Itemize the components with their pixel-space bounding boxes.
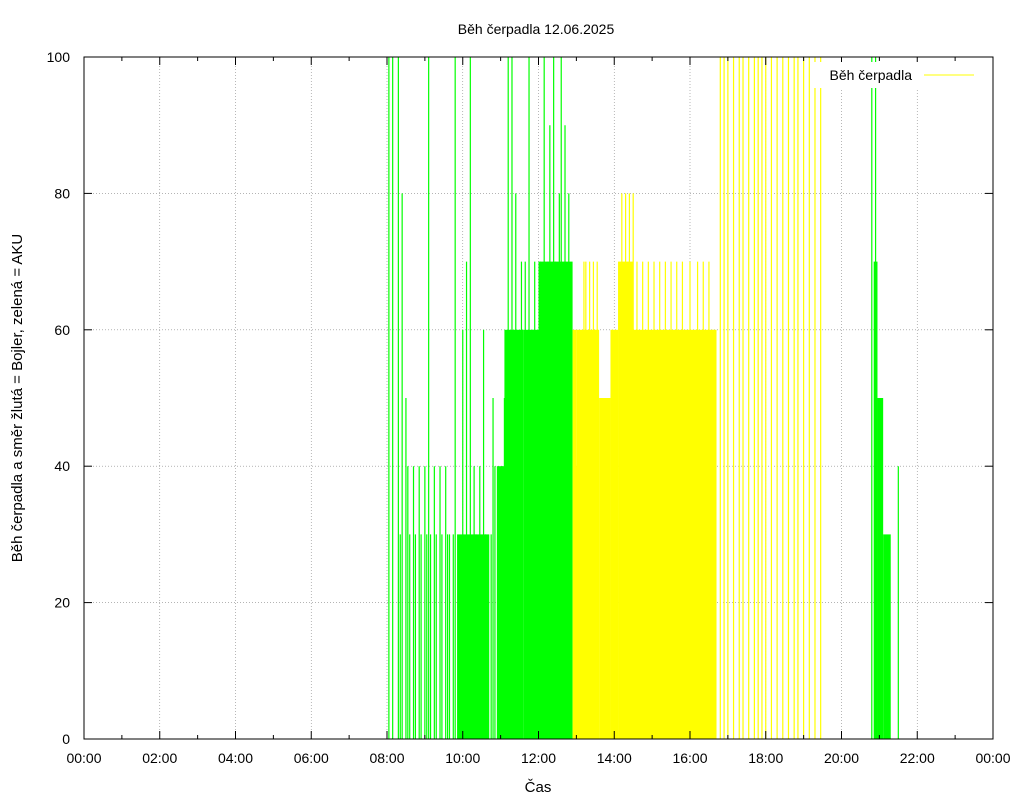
y-tick-label: 0: [62, 731, 70, 747]
x-tick-label: 00:00: [975, 750, 1010, 766]
y-tick-label: 40: [54, 458, 70, 474]
bar-block: [883, 534, 891, 739]
x-tick-labels: 00:00 02:00 04:00 06:00 08:00 10:00 12:00 14:00…: [66, 750, 1010, 766]
chart-title: Běh čerpadla 12.06.2025: [458, 21, 615, 37]
y-tick-label: 80: [54, 185, 70, 201]
bar-block: [572, 329, 577, 739]
y-tick-label: 20: [54, 595, 70, 611]
bar-block: [504, 329, 524, 739]
series-bojler: [572, 57, 822, 739]
x-tick-label: 08:00: [369, 750, 404, 766]
y-axis-label: Běh čerpadla a směr žlutá = Bojler, zele…: [9, 234, 26, 563]
x-tick-label: 10:00: [445, 750, 480, 766]
x-tick-label: 14:00: [597, 750, 632, 766]
bar-block: [568, 261, 573, 739]
x-tick-label: 02:00: [142, 750, 177, 766]
x-tick-label: 18:00: [748, 750, 783, 766]
bar-block: [496, 466, 505, 739]
x-axis-label: Čas: [525, 779, 552, 796]
x-tick-label: 20:00: [824, 750, 859, 766]
legend-entry-label: Běh čerpadla: [829, 67, 912, 83]
y-tick-label: 100: [47, 49, 71, 65]
series-layer: [388, 57, 899, 739]
x-tick-label: 00:00: [66, 750, 101, 766]
bar-block: [633, 329, 717, 739]
legend: Běh čerpadla: [812, 62, 984, 88]
x-tick-label: 12:00: [521, 750, 556, 766]
x-tick-label: 06:00: [294, 750, 329, 766]
x-tick-label: 04:00: [218, 750, 253, 766]
series-aku: [388, 57, 899, 739]
y-tick-label: 60: [54, 322, 70, 338]
y-tick-labels: 0 20 40 60 80 100: [47, 49, 71, 747]
bar-block: [457, 534, 490, 739]
x-tick-label: 16:00: [672, 750, 707, 766]
bar-block: [610, 329, 619, 739]
axis-ticks: [83, 56, 994, 740]
x-tick-label: 22:00: [900, 750, 935, 766]
bar-block: [877, 398, 884, 739]
